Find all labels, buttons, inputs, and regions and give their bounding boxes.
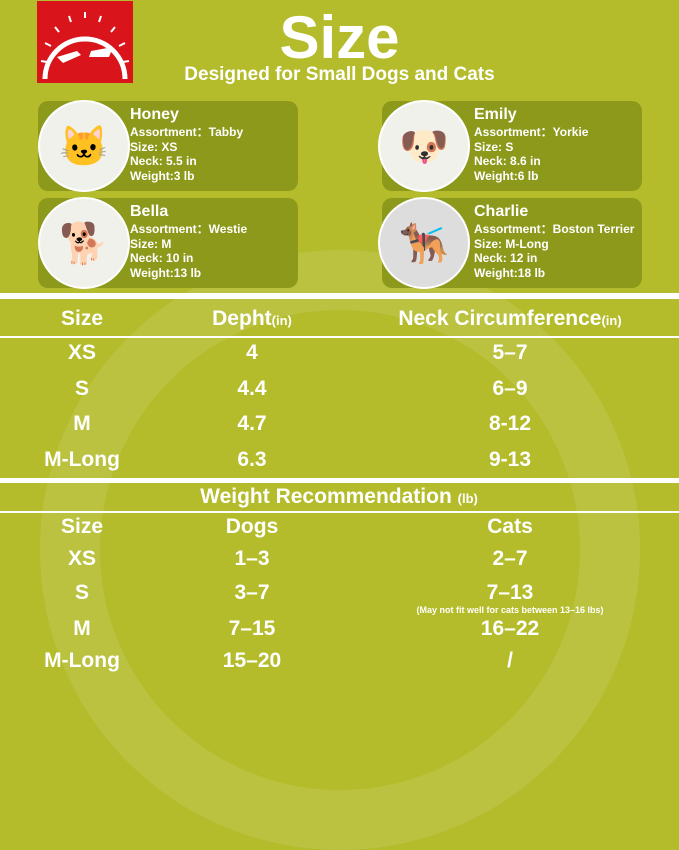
neck-cell: 6–9 xyxy=(492,377,528,400)
depth-cell: 4 xyxy=(246,341,258,364)
dogs-cell: 7–15 xyxy=(228,617,276,640)
header-neck: Neck Circumference(in) xyxy=(398,307,621,331)
divider xyxy=(0,511,679,513)
pet-card-bella: 🐕 Bella Assortment：Westie Size: M Neck: … xyxy=(38,197,298,289)
pet-size: Size: M xyxy=(130,236,172,251)
pet-card-honey: 🐱 Honey Assortment：Tabby Size: XS Neck: … xyxy=(38,100,298,192)
pet-card-emily: 🐶 Emily Assortment：Yorkie Size: S Neck: … xyxy=(378,100,642,192)
header-dogs: Dogs xyxy=(225,515,279,538)
cats-cell: / xyxy=(507,649,513,672)
dogs-cell: 3–7 xyxy=(234,581,270,604)
dogs-cell: 1–3 xyxy=(234,547,270,570)
yorkie-photo: 🐶 xyxy=(378,100,470,192)
header-depth: Depht(in) xyxy=(212,307,292,331)
pet-assortment: Assortment：Westie xyxy=(130,222,248,236)
pet-assortment: Assortment：Tabby xyxy=(130,125,244,139)
divider xyxy=(0,336,679,338)
header-cats: Cats xyxy=(487,515,533,538)
divider xyxy=(0,293,679,299)
size-cell: M xyxy=(73,412,91,435)
header-depth-unit: (in) xyxy=(271,313,292,328)
weight-title-unit: (lb) xyxy=(457,491,478,506)
pet-name: Bella xyxy=(130,203,169,220)
size-cell: XS xyxy=(67,547,97,570)
hand-and-paw-logo-icon xyxy=(40,12,130,80)
neck-cell: 8-12 xyxy=(488,412,532,435)
depth-cell: 4.4 xyxy=(237,377,267,400)
cats-note: (May not fit well for cats between 13–16… xyxy=(416,605,604,615)
black-terrier-photo: 🐕‍🦺 xyxy=(378,197,470,289)
cats-cell: 2–7 xyxy=(492,547,528,570)
size-cell: M xyxy=(73,617,91,640)
pet-neck: Neck: 10 in xyxy=(130,251,194,265)
pet-name: Emily xyxy=(474,106,517,123)
depth-cell: 6.3 xyxy=(237,448,267,471)
neck-cell: 9-13 xyxy=(488,448,532,471)
pet-weight: Weight:13 lb xyxy=(130,265,202,280)
pet-size: Size: M-Long xyxy=(474,236,549,251)
brand-logo xyxy=(37,1,133,83)
pet-name: Honey xyxy=(130,106,179,123)
pet-size: Size: XS xyxy=(130,139,178,154)
pet-weight: Weight:18 lb xyxy=(474,265,546,280)
pet-assortment: Assortment：Yorkie xyxy=(474,125,589,139)
pet-size: Size: S xyxy=(474,139,514,154)
pet-card-charlie: 🐕‍🦺 Charlie Assortment：Boston Terrier Si… xyxy=(378,197,642,289)
header-size: Size xyxy=(60,307,104,330)
header-neck-label: Neck Circumference xyxy=(398,307,602,330)
depth-cell: 4.7 xyxy=(237,412,267,435)
size-cell: S xyxy=(74,377,90,400)
header-depth-label: Depht xyxy=(212,307,272,330)
size-cell: S xyxy=(74,581,90,604)
pet-weight: Weight:6 lb xyxy=(474,168,539,183)
westie-photo: 🐕 xyxy=(38,197,130,289)
pet-neck: Neck: 12 in xyxy=(474,251,538,265)
cats-cell: 7–13 xyxy=(486,581,534,604)
size-cell: M-Long xyxy=(44,649,120,672)
weight-title-label: Weight Recommendation xyxy=(200,485,452,508)
weight-title: Weight Recommendation (lb) xyxy=(200,485,478,509)
neck-cell: 5–7 xyxy=(492,341,528,364)
pet-neck: Neck: 5.5 in xyxy=(130,154,197,168)
header-neck-unit: (in) xyxy=(601,313,622,328)
dogs-cell: 15–20 xyxy=(222,649,282,672)
divider xyxy=(0,478,679,483)
size-cell: XS xyxy=(67,341,97,364)
pet-neck: Neck: 8.6 in xyxy=(474,154,541,168)
page-subtitle: Designed for Small Dogs and Cats xyxy=(184,64,495,85)
size-cell: M-Long xyxy=(44,448,120,471)
kitten-photo: 🐱 xyxy=(38,100,130,192)
page-title: Size xyxy=(279,4,400,71)
cats-cell: 16–22 xyxy=(480,617,540,640)
pet-assortment: Assortment：Boston Terrier xyxy=(474,222,635,236)
background-decoration xyxy=(40,250,640,850)
pet-name: Charlie xyxy=(474,203,529,220)
header-size: Size xyxy=(60,515,104,538)
pet-weight: Weight:3 lb xyxy=(130,168,195,183)
